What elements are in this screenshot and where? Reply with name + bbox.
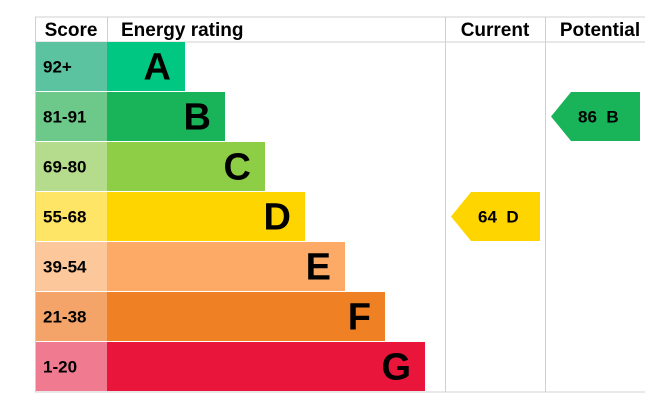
- potential-rating-arrow: [551, 92, 640, 141]
- header-score: Score: [45, 20, 98, 41]
- header-current: Current: [461, 20, 530, 41]
- band-d-bar: [107, 192, 305, 241]
- potential-rating: 86 B: [551, 92, 640, 141]
- band-e-score-cell: [36, 242, 107, 291]
- band-a-letter: A: [144, 47, 171, 89]
- band-d: 55-68 D: [36, 192, 305, 241]
- band-f-range-label: 21-38: [43, 308, 86, 327]
- band-d-score-cell: [36, 192, 107, 241]
- band-c-range-label: 69-80: [43, 158, 86, 177]
- band-g-letter: G: [381, 347, 411, 389]
- rating-indicators: 64 D 86 B: [451, 92, 640, 241]
- band-g-range-label: 1-20: [43, 358, 77, 377]
- band-g: 1-20 G: [36, 342, 425, 391]
- band-g-score-cell: [36, 342, 107, 391]
- band-e-range-label: 39-54: [43, 258, 87, 277]
- potential-rating-label: 86 B: [578, 108, 619, 127]
- band-g-bar: [107, 342, 425, 391]
- current-rating-arrow: [451, 192, 540, 241]
- band-b-range-label: 81-91: [43, 108, 86, 127]
- band-f-bar: [107, 292, 385, 341]
- band-b-letter: B: [184, 97, 211, 139]
- band-b: 81-91 B: [36, 92, 225, 141]
- band-c: 69-80 C: [36, 142, 265, 191]
- header-potential: Potential: [560, 20, 640, 41]
- band-e-bar: [107, 242, 345, 291]
- band-c-score-cell: [36, 142, 107, 191]
- band-f-score-cell: [36, 292, 107, 341]
- band-b-score-cell: [36, 92, 107, 141]
- rating-bands: 92+ A 81-91 B 69-80 C 55-68 D 39-54 E 21-38 F 1-20 G: [36, 42, 425, 391]
- band-d-letter: D: [264, 197, 291, 239]
- band-a: 92+ A: [36, 42, 185, 91]
- header-energy-rating: Energy rating: [121, 20, 243, 41]
- band-e: 39-54 E: [36, 242, 345, 291]
- band-f-letter: F: [348, 297, 371, 339]
- band-c-letter: C: [224, 147, 251, 189]
- band-c-bar: [107, 142, 265, 191]
- band-a-range-label: 92+: [43, 58, 72, 77]
- band-a-score-cell: [36, 42, 107, 91]
- band-d-range-label: 55-68: [43, 208, 86, 227]
- band-a-bar: [107, 42, 185, 91]
- band-f: 21-38 F: [36, 292, 385, 341]
- current-rating: 64 D: [451, 192, 540, 241]
- band-e-letter: E: [306, 247, 331, 289]
- current-rating-label: 64 D: [478, 208, 519, 227]
- band-b-bar: [107, 92, 225, 141]
